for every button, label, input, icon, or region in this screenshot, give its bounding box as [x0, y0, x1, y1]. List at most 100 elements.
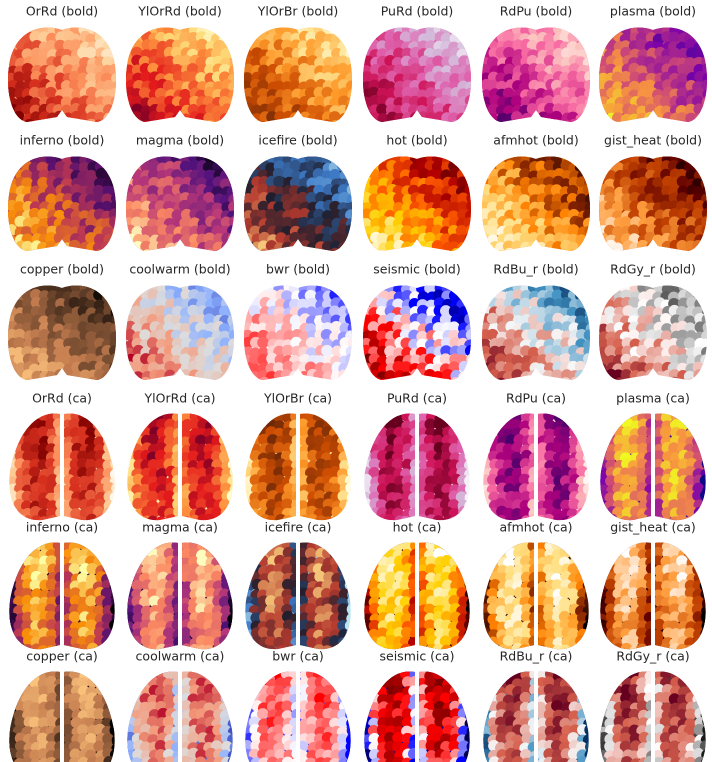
brain-cell — [15, 387, 27, 399]
brain-cell — [37, 118, 50, 122]
brain-cell — [598, 291, 602, 304]
brain-cell — [362, 240, 367, 251]
brain-cell — [9, 425, 17, 438]
brain-cell — [243, 249, 248, 251]
brain-cell — [362, 285, 373, 294]
brain-cell — [243, 48, 246, 61]
brain-cell — [256, 481, 269, 494]
brain-cell — [54, 119, 66, 122]
brain-cell — [700, 177, 708, 190]
brain-cell — [265, 515, 278, 521]
brain-cell — [9, 458, 11, 470]
brain-cell — [7, 156, 17, 157]
brain-cell — [131, 27, 144, 36]
brain-cell — [654, 118, 666, 122]
brain-cell — [23, 377, 36, 380]
brain-cell — [196, 199, 208, 212]
brain-cell — [7, 129, 19, 141]
brain-cell — [692, 156, 705, 164]
brain-cell — [481, 65, 483, 78]
brain-cell — [54, 369, 66, 380]
brain-cell — [116, 427, 128, 439]
brain-cell — [416, 475, 429, 487]
brain-cell — [481, 290, 494, 303]
brain-cell — [178, 199, 191, 212]
brain-cell — [7, 285, 9, 287]
brain-cell — [228, 371, 235, 380]
brain-cell — [116, 387, 128, 399]
brain-cell — [45, 232, 57, 244]
brain-cell — [567, 285, 579, 288]
brain-cell — [585, 127, 597, 139]
brain-cell — [345, 434, 351, 446]
brain-cell — [364, 452, 366, 464]
brain-cell — [110, 497, 115, 510]
brain-cell — [486, 56, 499, 69]
brain-cell — [250, 413, 262, 416]
brain-cell — [14, 27, 27, 29]
brain-cell — [243, 40, 246, 52]
brain-cell — [497, 120, 510, 122]
brain-cell — [364, 434, 373, 447]
brain-cell — [60, 379, 73, 380]
brain-cell — [338, 127, 350, 139]
brain-cell — [440, 249, 453, 251]
brain-cell — [481, 156, 486, 166]
brain-cell — [488, 175, 500, 188]
panel-title: hot (bold) — [386, 133, 447, 148]
brain-cell — [297, 490, 310, 502]
brain-cell — [466, 353, 472, 366]
brain-cell — [400, 305, 412, 318]
brain-cell — [116, 467, 128, 479]
brain-cell — [345, 119, 353, 122]
brain-cell — [576, 120, 588, 122]
brain-cell — [481, 290, 484, 302]
brain-cell — [481, 27, 493, 38]
brain-cell — [130, 156, 143, 164]
brain-cell — [345, 498, 351, 511]
brain-cell — [228, 386, 240, 398]
brain-cell — [7, 27, 19, 28]
brain-cell — [464, 413, 470, 416]
brain-cell — [598, 71, 601, 84]
brain-cell — [218, 121, 231, 122]
brain-cell — [275, 120, 288, 122]
brain-cell — [125, 170, 128, 182]
brain-cell — [109, 413, 115, 416]
panel-title: OrRd (bold) — [26, 4, 98, 19]
brain-cell — [227, 314, 235, 327]
brain-cell — [409, 63, 422, 75]
brain-cell — [241, 127, 253, 139]
brain-cell — [125, 120, 127, 122]
brain-cell — [220, 379, 233, 380]
brain-cell — [125, 285, 127, 296]
brain-cell — [466, 200, 472, 212]
brain-cell — [132, 184, 144, 197]
brain-map — [598, 27, 708, 122]
brain-cell — [362, 346, 366, 358]
brain-cell — [7, 48, 9, 61]
brain-cell — [401, 241, 413, 251]
brain-cell — [424, 482, 436, 495]
brain-cell — [457, 242, 469, 251]
brain-cell — [347, 128, 359, 140]
brain-cell — [364, 413, 374, 415]
brain-cell — [598, 86, 602, 99]
brain-cell — [583, 169, 591, 182]
brain-cell — [273, 80, 285, 93]
brain-cell — [598, 299, 601, 312]
brain-cell — [256, 27, 269, 35]
brain-cell — [229, 156, 235, 159]
panel-title: bwr (bold) — [266, 262, 330, 277]
brain-cell — [289, 27, 302, 29]
brain-cell — [243, 290, 247, 303]
brain-cell — [109, 298, 117, 311]
brain-cell — [133, 417, 145, 430]
brain-cell — [683, 337, 696, 350]
brain-cell — [154, 449, 167, 462]
brain-cell — [576, 201, 589, 214]
brain-cell — [464, 459, 470, 472]
brain-cell — [243, 105, 248, 117]
brain-cell — [668, 376, 680, 380]
brain-cell — [229, 285, 235, 295]
